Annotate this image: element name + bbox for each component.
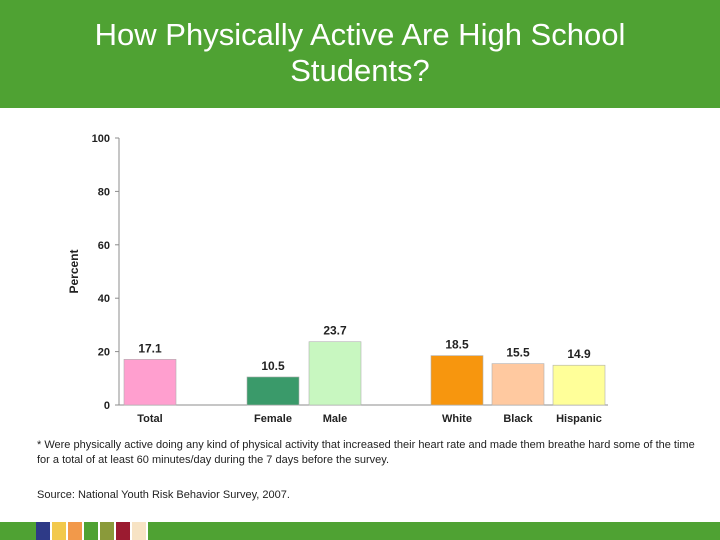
bottom-strip — [0, 522, 720, 540]
color-swatch — [132, 522, 146, 540]
y-tick-label: 80 — [98, 186, 110, 198]
bar-male — [308, 341, 362, 406]
category-label-white: White — [442, 413, 472, 425]
swatch-separator — [98, 522, 100, 540]
data-label-female: 10.5 — [261, 359, 285, 373]
swatch-separator — [146, 522, 148, 540]
y-tick-label: 0 — [104, 400, 110, 412]
slide-title-line-2: Students? — [290, 53, 430, 88]
swatch-separator — [114, 522, 116, 540]
data-label-male: 23.7 — [323, 324, 347, 338]
swatch-separator — [66, 522, 68, 540]
bar-white — [430, 355, 484, 406]
y-axis-title: Percent — [67, 249, 81, 293]
y-tick-label: 100 — [92, 133, 110, 145]
category-label-total: Total — [137, 413, 162, 425]
bar-hispanic — [552, 364, 606, 406]
y-tick-label: 60 — [98, 240, 110, 252]
swatch-separator — [130, 522, 132, 540]
y-tick-label: 20 — [98, 347, 110, 359]
category-label-black: Black — [503, 413, 533, 425]
bar-female — [246, 376, 300, 406]
color-swatch — [100, 522, 114, 540]
swatch-separator — [82, 522, 84, 540]
category-label-male: Male — [323, 413, 347, 425]
bar-black — [491, 363, 545, 406]
category-label-female: Female — [254, 413, 292, 425]
data-label-total: 17.1 — [138, 341, 162, 355]
bar-total — [123, 359, 177, 406]
data-label-hispanic: 14.9 — [567, 347, 591, 361]
color-swatch — [84, 522, 98, 540]
color-swatch — [36, 522, 50, 540]
chart-footnote: * Were physically active doing any kind … — [37, 439, 695, 466]
slide-title: How Physically Active Are High School St… — [20, 17, 700, 89]
color-swatch — [52, 522, 66, 540]
data-label-white: 18.5 — [445, 338, 469, 352]
color-swatch — [116, 522, 130, 540]
slide-title-line-1: How Physically Active Are High School — [94, 17, 626, 52]
color-swatch-bar — [36, 522, 148, 540]
title-band: How Physically Active Are High School St… — [0, 0, 720, 108]
y-tick-label: 40 — [98, 293, 110, 305]
data-label-black: 15.5 — [506, 346, 530, 360]
category-label-hispanic: Hispanic — [556, 413, 602, 425]
source-citation: Source: National Youth Risk Behavior Sur… — [37, 489, 290, 501]
swatch-separator — [50, 522, 52, 540]
bar-chart: 0 20 40 60 80 100 Percent 17.1 Total 10.5 Female 2… — [67, 133, 608, 425]
color-swatch — [68, 522, 82, 540]
